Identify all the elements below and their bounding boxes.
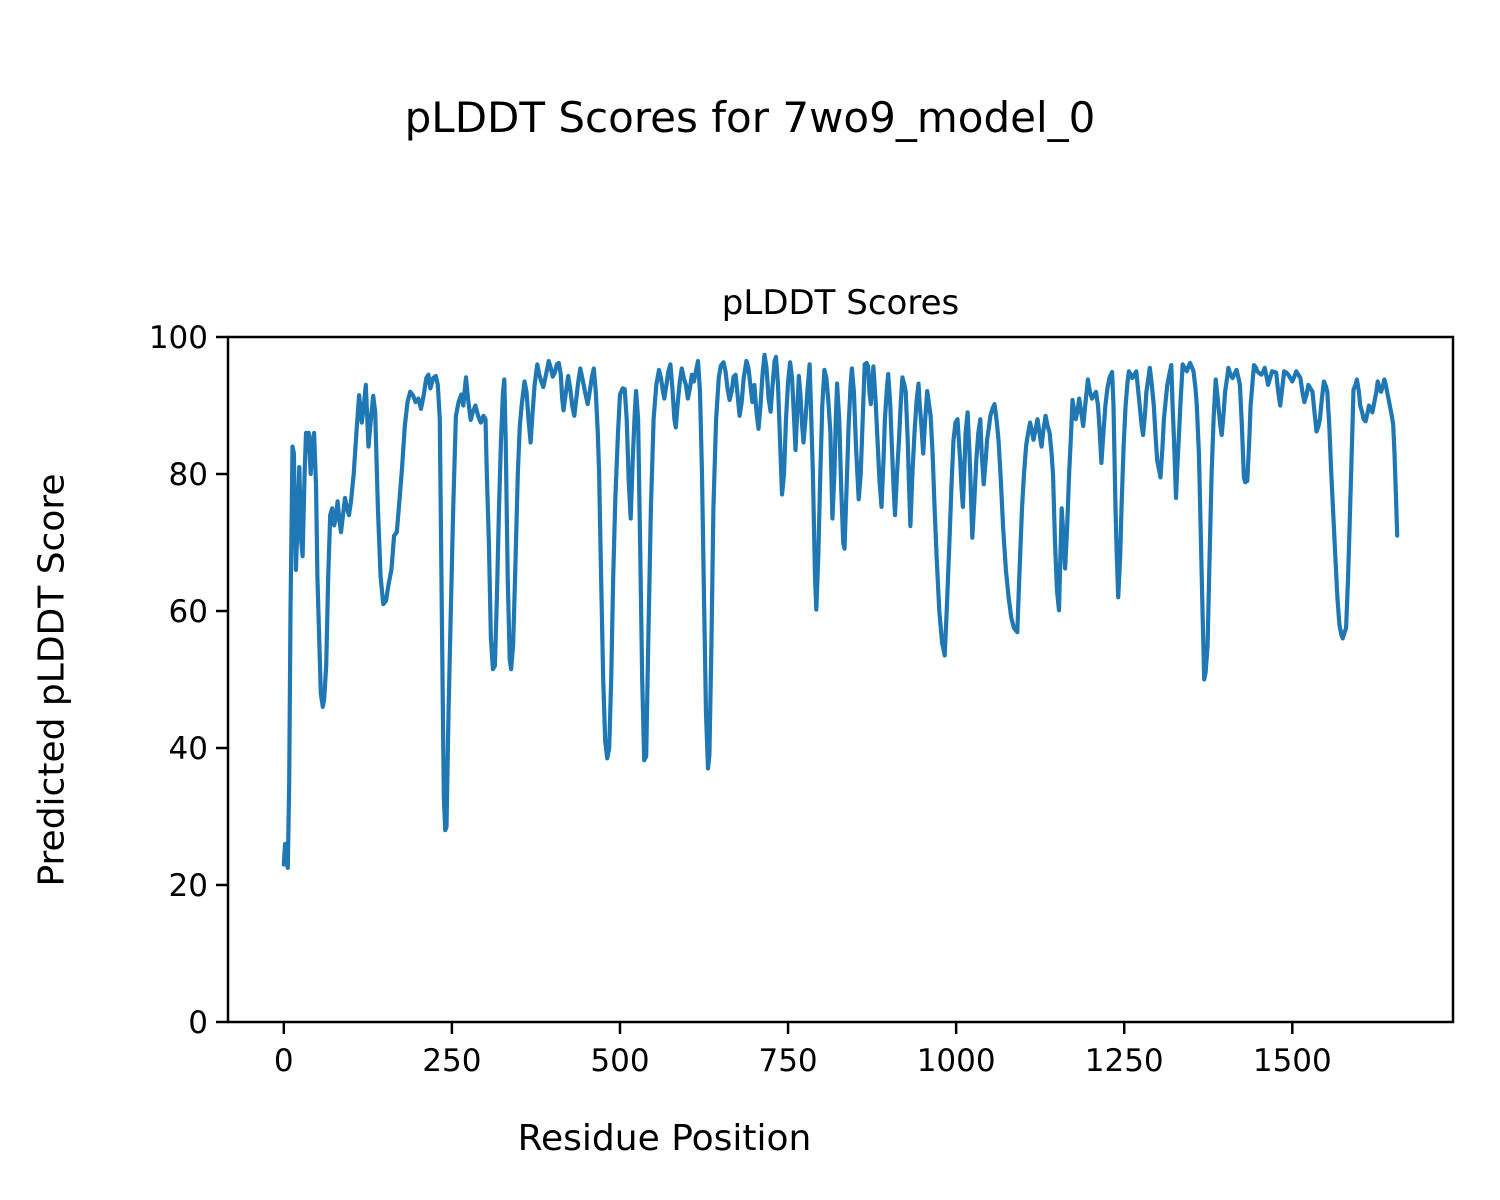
x-tick-label: 750 — [758, 1043, 817, 1079]
x-tick-label: 500 — [590, 1043, 649, 1079]
y-tick-label: 0 — [188, 1005, 208, 1041]
y-tick-label: 80 — [169, 457, 208, 493]
axis-tick-labels: 0 250 500 750 1000 1250 1500 0 20 40 60 80 100 — [149, 320, 1332, 1079]
x-tick-label: 1000 — [917, 1043, 996, 1079]
axis-ticks — [216, 335, 1294, 1034]
y-tick-label: 100 — [149, 320, 208, 356]
y-tick-label: 60 — [169, 594, 208, 630]
y-axis-label: Predicted pLDDT Score — [31, 473, 73, 887]
axes-spines — [226, 335, 1455, 1024]
x-tick-label: 250 — [422, 1043, 481, 1079]
y-tick-label: 40 — [169, 731, 208, 767]
x-axis-label: Residue Position — [517, 1118, 812, 1159]
y-tick-label: 20 — [169, 868, 208, 904]
plddt-line-series — [281, 352, 1400, 870]
x-tick-label: 0 — [274, 1043, 294, 1079]
axes-title: pLDDT Scores — [721, 283, 960, 323]
x-tick-label: 1250 — [1085, 1043, 1164, 1079]
figure-suptitle: pLDDT Scores for 7wo9_model_0 — [404, 93, 1096, 142]
x-tick-label: 1500 — [1253, 1043, 1332, 1079]
